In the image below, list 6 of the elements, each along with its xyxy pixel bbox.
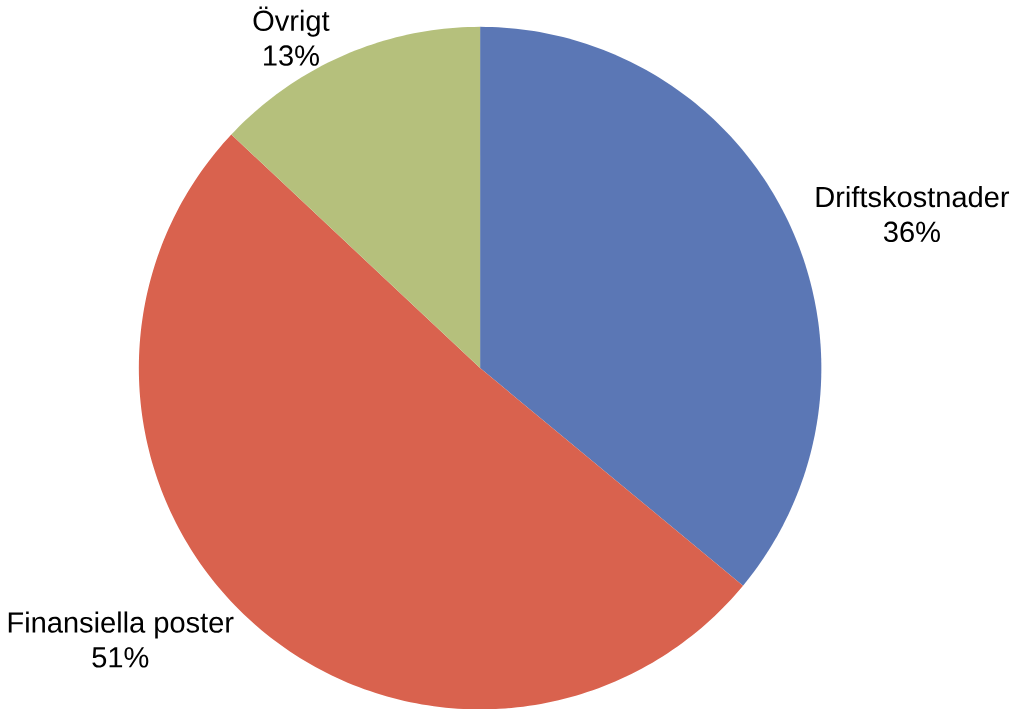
data-label: 36% — [883, 221, 940, 242]
data-label: 13% — [264, 45, 319, 66]
slice-label: Driftskostnader — [816, 185, 1010, 208]
slice-label: Finansiella poster — [8, 611, 234, 639]
data-label: 51% — [92, 647, 149, 668]
slice-label: Övrigt — [253, 6, 330, 37]
